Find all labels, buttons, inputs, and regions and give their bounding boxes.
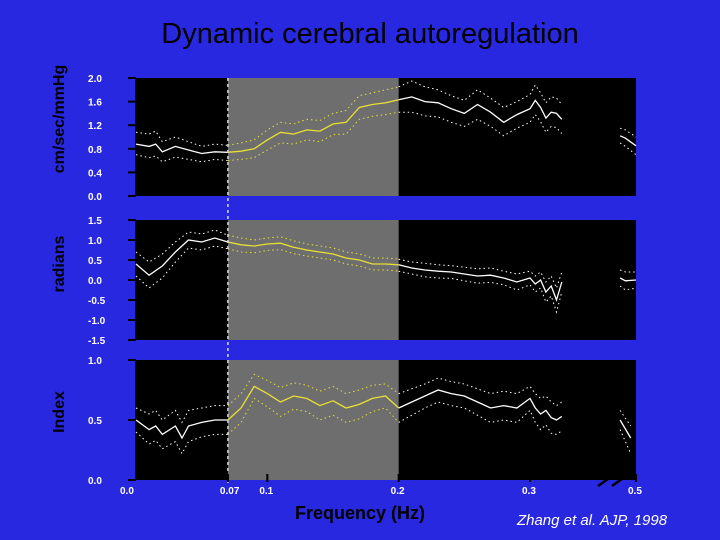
panel-3-series-1-band [227,385,400,421]
panel-1-series-1-low [135,143,228,155]
panel-2-ytick-label: 0.5 [88,256,102,267]
panel-2-series-2-low [135,229,229,263]
panel-2-series-1-band [227,241,399,266]
chart-title: Dynamic cerebral autoregulation [161,18,579,50]
panel-2-highlight-band [227,220,399,340]
panel-2-ytick-label: -1.0 [88,316,106,327]
panel-3-series-3-band [227,397,400,435]
panel-1-ytick-label: 0.4 [88,168,102,179]
panel-3-ytick-label: 0.5 [88,416,102,427]
panel-2-tail-1 [619,277,637,282]
panel-1-tail-1 [619,135,637,147]
panel-2-series-3-high [398,270,563,314]
panel-1-ytick-label: 2.0 [88,74,102,85]
panel-1-series-2-band [227,86,399,146]
xtick-label: 0.3 [522,486,536,497]
panel-2-ytick-label: 0.0 [88,276,102,287]
panel-2-tail-2 [619,269,636,273]
panel-2-series-1-high [398,264,563,303]
axis-break-mark [597,474,613,488]
xtick-label: 0.2 [391,486,405,497]
panel-1-highlight-band [227,78,399,196]
panel-2-ytick-label: 1.0 [88,236,102,247]
panel-1-ytick-label: 0.0 [88,192,102,203]
panel-3-ytick-label: 0.0 [88,476,102,487]
panel-2-ytick-label: -1.5 [88,336,106,347]
panel-1-series-1-high [398,96,563,124]
panel-1-series-3-high [398,111,563,137]
panel-2-tail-3 [619,285,637,291]
xtick-label: 0.5 [628,486,642,497]
panel-3-series-2-band [227,373,399,406]
panel-2-series-2-band [227,234,399,260]
panel-3-series-2-low [135,405,228,424]
panel-3-series-1-low [135,419,228,440]
panel-1-ytick-label: 1.2 [88,121,102,132]
panel-2-ytick-label: 1.5 [88,216,102,227]
xtick-label: 0.0 [120,486,134,497]
panel-1-ytick-label: 0.8 [88,145,102,156]
panel-2-series-1-low [135,237,229,277]
xtick-label: 0.07 [220,486,240,497]
axis-break-mark [611,474,627,488]
panel-3-series-1-high [398,389,563,421]
panel-1-tail-2 [619,127,637,138]
panel-3-tail-2 [619,410,632,427]
panel-1-series-1-band [227,99,399,153]
x-axis-label: Frequency (Hz) [294,503,426,523]
panel-1-ytick-label: 1.6 [88,98,102,109]
panel-2-series-3-band [227,248,399,272]
panel-3-ytick-label: 1.0 [88,356,102,367]
panel-3-highlight-band [227,360,399,480]
panel-2-ytick-label: -0.5 [88,296,106,307]
xtick-label: 0.1 [259,486,273,497]
citation: Zhang et al. AJP, 1998 [516,512,668,529]
panel-1-series-3-band [227,111,399,162]
panel-3-tail-1 [619,419,632,439]
